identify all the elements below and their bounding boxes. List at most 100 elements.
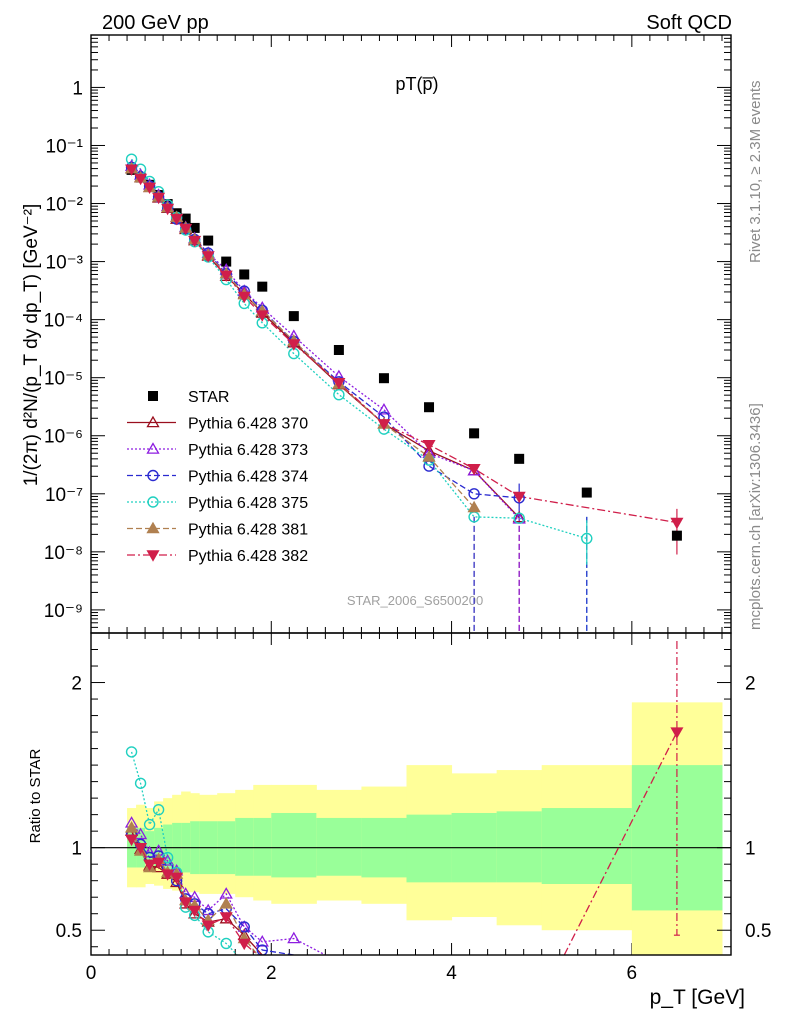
legend-item: Pythia 6.428 382 xyxy=(127,548,308,565)
ratio-line-6 xyxy=(563,731,678,955)
main-point xyxy=(377,402,391,415)
ratio-point xyxy=(133,827,148,840)
main-point xyxy=(143,182,157,195)
ratio-point xyxy=(255,934,269,947)
ratio-point xyxy=(179,897,193,909)
legend-item: STAR xyxy=(148,389,229,406)
mcplots-label: mcplots.cern.ch [arXiv:1306.3436] xyxy=(747,403,764,630)
legend-label: Pythia 6.428 374 xyxy=(188,469,308,486)
main-point xyxy=(424,402,435,413)
main-point xyxy=(201,251,215,263)
main-point xyxy=(468,488,480,500)
legend-label: Pythia 6.428 381 xyxy=(188,522,308,539)
main-point xyxy=(125,164,139,176)
y-tick-label: 10⁻⁵ xyxy=(44,369,83,390)
ratio-y-tick-label-right: 0.5 xyxy=(745,921,771,942)
main-point xyxy=(581,487,592,498)
legend-marker xyxy=(146,442,160,454)
main-point xyxy=(422,450,436,462)
legend: STAR Pythia 6.428 370 Pythia 6.428 373 Pyth… xyxy=(127,389,308,565)
main-point xyxy=(467,500,481,513)
band-green xyxy=(253,817,272,876)
band-green xyxy=(235,817,254,876)
ratio-frame xyxy=(90,632,732,956)
plot-title: pT(p̅) xyxy=(395,74,438,94)
ratio-line-3 xyxy=(130,751,238,955)
main-point xyxy=(255,310,269,322)
main-point xyxy=(179,223,193,236)
main-point xyxy=(257,281,268,292)
ratio-y-label: Ratio to STAR xyxy=(27,748,44,843)
legend-label: Pythia 6.428 375 xyxy=(188,495,308,512)
ratio-point xyxy=(219,897,233,909)
x-axis-label: p_T [GeV] xyxy=(650,986,745,1009)
main-point xyxy=(161,203,175,216)
legend-marker xyxy=(147,496,159,508)
main-point xyxy=(332,377,346,390)
legend-marker xyxy=(148,391,158,401)
legend-label: Pythia 6.428 370 xyxy=(188,416,308,433)
ratio-point xyxy=(256,944,268,955)
y-tick-label: 10⁻² xyxy=(46,195,84,216)
band-green xyxy=(316,817,362,876)
legend-marker xyxy=(146,521,160,534)
ratio-point xyxy=(237,938,251,951)
ratio-point xyxy=(219,912,233,924)
band-green xyxy=(541,808,633,884)
main-point xyxy=(671,530,682,541)
ratio-point xyxy=(125,834,139,847)
main-point xyxy=(152,192,166,205)
main-point xyxy=(422,440,436,452)
band-green xyxy=(496,811,543,883)
rivet-label: Rivet 3.1.10, ≥ 2.3M events xyxy=(747,81,764,264)
y-tick-label: 1 xyxy=(72,78,83,99)
legend-label: Pythia 6.428 373 xyxy=(188,442,308,459)
analysis-watermark: STAR_2006_S6500200 xyxy=(347,593,483,608)
ratio-point xyxy=(170,872,184,885)
ratio-y-tick-label: 0.5 xyxy=(56,921,82,942)
ratio-point xyxy=(143,818,156,831)
main-point xyxy=(512,510,526,523)
x-tick-label: 2 xyxy=(266,963,277,984)
ratio-point xyxy=(125,746,138,758)
ratio-y-tick-label-right: 1 xyxy=(745,839,756,860)
main-point xyxy=(170,213,184,226)
ratio-y-tick-label: 2 xyxy=(71,674,82,695)
main-point xyxy=(469,428,480,439)
ratio-point xyxy=(161,869,175,881)
header-right: Soft QCD xyxy=(646,12,732,34)
main-line-5 xyxy=(131,168,475,508)
main-frame xyxy=(90,34,732,634)
main-point xyxy=(189,222,200,233)
main-point xyxy=(467,464,481,476)
main-point xyxy=(512,491,526,504)
main-point xyxy=(134,173,148,186)
ratio-curves xyxy=(124,727,684,955)
y-tick-label: 10⁻⁴ xyxy=(44,311,83,332)
band-green xyxy=(406,814,453,883)
main-point xyxy=(288,311,299,322)
ratio-point xyxy=(151,860,166,873)
ratio-point xyxy=(220,937,232,950)
legend-item: Pythia 6.428 374 xyxy=(127,469,308,486)
main-point xyxy=(333,388,345,401)
header-left: 200 GeV pp xyxy=(102,12,209,34)
x-tick-label: 0 xyxy=(86,963,97,984)
main-point xyxy=(514,453,525,464)
main-point xyxy=(203,235,214,246)
legend-item: Pythia 6.428 375 xyxy=(127,495,308,512)
ratio-point xyxy=(124,821,139,833)
main-point xyxy=(221,256,232,267)
legend-item: Pythia 6.428 373 xyxy=(127,442,308,459)
ratio-point xyxy=(201,920,215,932)
band-green xyxy=(271,812,317,878)
main-y-label: 1/(2π) d²N/(p_T dy dp_T) [GeV⁻²] xyxy=(21,204,42,487)
legend-label: Pythia 6.428 382 xyxy=(188,548,308,565)
main-point xyxy=(188,235,202,248)
main-point xyxy=(670,517,684,530)
ratio-point xyxy=(188,905,202,918)
y-tick-label: 10⁻⁸ xyxy=(44,543,83,564)
x-tick-label: 4 xyxy=(446,963,457,984)
main-curves xyxy=(124,153,684,633)
